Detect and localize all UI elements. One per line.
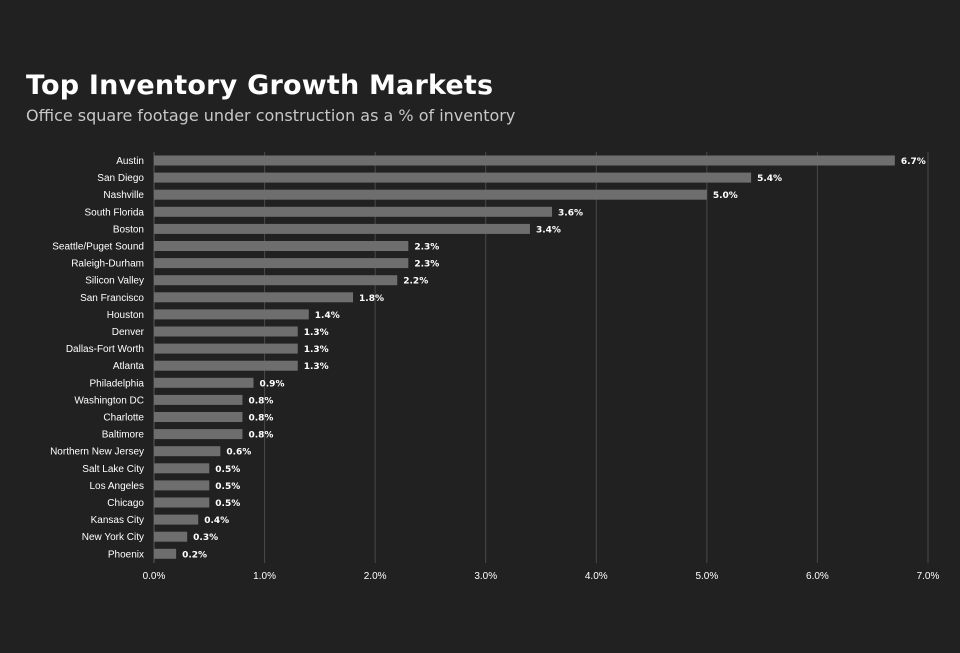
value-label: 0.6% xyxy=(226,448,251,458)
bar xyxy=(154,343,298,354)
value-label: 3.6% xyxy=(558,208,583,218)
bar xyxy=(154,326,298,337)
value-label: 1.3% xyxy=(304,345,329,355)
bar xyxy=(154,292,354,303)
bar xyxy=(154,548,177,559)
category-label: Washington DC xyxy=(74,395,144,406)
category-label: Atlanta xyxy=(113,361,145,372)
x-tick-label: 5.0% xyxy=(695,571,718,582)
bar xyxy=(154,531,188,542)
value-label: 0.3% xyxy=(193,533,218,543)
bar xyxy=(154,189,707,200)
x-tick-label: 7.0% xyxy=(917,571,940,582)
category-label: Nashville xyxy=(103,190,144,201)
bar xyxy=(154,480,210,491)
value-label: 0.8% xyxy=(248,414,273,424)
bars xyxy=(154,155,895,559)
bar xyxy=(154,514,199,525)
category-label: Phoenix xyxy=(108,549,144,560)
value-label: 0.9% xyxy=(260,379,285,389)
bar xyxy=(154,497,210,508)
value-label: 0.4% xyxy=(204,516,229,526)
category-label: Dallas-Fort Worth xyxy=(66,344,144,355)
bar xyxy=(154,223,530,234)
bar xyxy=(154,377,254,388)
category-label: San Francisco xyxy=(80,293,144,304)
x-tick-label: 3.0% xyxy=(474,571,497,582)
value-label: 5.4% xyxy=(757,174,782,184)
category-label: Baltimore xyxy=(102,430,145,441)
value-label: 1.3% xyxy=(304,328,329,338)
value-label: 0.8% xyxy=(248,431,273,441)
x-tick-label: 2.0% xyxy=(364,571,387,582)
value-label: 5.0% xyxy=(713,191,738,201)
x-tick-label: 0.0% xyxy=(143,571,166,582)
value-label: 1.4% xyxy=(315,311,340,321)
bar xyxy=(154,394,243,405)
bar xyxy=(154,258,409,269)
value-label: 0.2% xyxy=(182,550,207,560)
category-label: Houston xyxy=(107,310,144,321)
category-label: New York City xyxy=(82,532,144,543)
category-label: Chicago xyxy=(107,498,144,509)
value-label: 0.5% xyxy=(215,482,240,492)
x-tick-label: 1.0% xyxy=(253,571,276,582)
value-label: 6.7% xyxy=(901,157,926,167)
category-label: Denver xyxy=(112,327,145,338)
category-label: San Diego xyxy=(97,173,144,184)
category-label: Raleigh-Durham xyxy=(71,259,144,270)
category-label: Northern New Jersey xyxy=(50,447,144,458)
category-label: Seattle/Puget Sound xyxy=(52,242,144,253)
bar xyxy=(154,309,309,320)
x-tick-label: 6.0% xyxy=(806,571,829,582)
bar xyxy=(154,412,243,422)
bar xyxy=(154,172,752,183)
bar xyxy=(154,429,243,440)
bar xyxy=(154,155,895,166)
category-label: Austin xyxy=(116,156,144,167)
value-label: 2.3% xyxy=(414,260,439,270)
labels: 0.0% 1.0% 2.0% 3.0% 4.0% 5.0% 6.0% 7.0% Austin 6.… xyxy=(50,156,939,582)
category-label: Kansas City xyxy=(91,515,144,526)
value-label: 3.4% xyxy=(536,225,561,235)
category-label: Los Angeles xyxy=(90,481,145,492)
category-label: Philadelphia xyxy=(90,378,145,389)
bar xyxy=(154,463,210,474)
category-label: Silicon Valley xyxy=(85,276,144,287)
value-label: 1.3% xyxy=(304,362,329,372)
bar xyxy=(154,206,553,217)
category-label: Salt Lake City xyxy=(82,464,144,475)
category-label: Boston xyxy=(113,224,144,235)
bar xyxy=(154,241,409,251)
value-label: 2.3% xyxy=(414,243,439,253)
x-tick-label: 4.0% xyxy=(585,571,608,582)
bar xyxy=(154,446,221,457)
value-label: 0.8% xyxy=(248,396,273,406)
value-label: 2.2% xyxy=(403,277,428,287)
grid-lines xyxy=(153,152,929,563)
chart-subtitle: Office square footage under construction… xyxy=(26,106,516,125)
bar xyxy=(154,275,398,286)
bar xyxy=(154,360,298,371)
value-label: 0.5% xyxy=(215,465,240,475)
chart-title: Top Inventory Growth Markets xyxy=(26,70,494,101)
value-label: 0.5% xyxy=(215,499,240,509)
category-label: Charlotte xyxy=(103,413,144,424)
value-label: 1.8% xyxy=(359,294,384,304)
category-label: South Florida xyxy=(85,207,145,218)
